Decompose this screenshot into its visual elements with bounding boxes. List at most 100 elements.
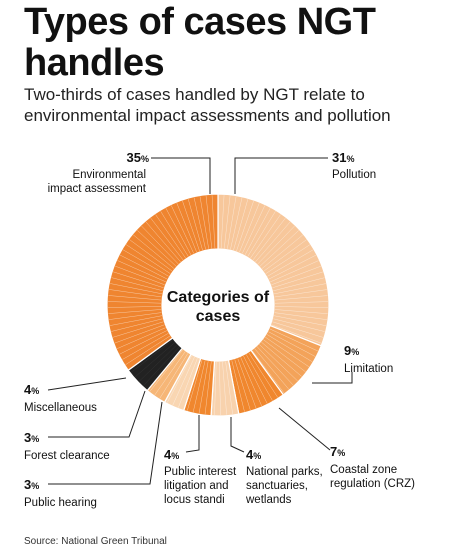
slice-texture-line — [273, 277, 325, 292]
slice-texture-line — [266, 334, 313, 362]
slice-texture-line — [119, 330, 168, 355]
slice-texture-line — [250, 214, 281, 259]
slice-texture-line — [246, 354, 273, 401]
leader-pollution — [234, 157, 328, 194]
slice-texture-line — [256, 346, 294, 386]
slice-texture-line — [125, 335, 171, 365]
slice-texture-line — [113, 271, 164, 289]
category-label-forest-clearance: Forest clearance — [24, 450, 110, 462]
leader-forest-clearance — [48, 390, 146, 438]
slice-texture-line — [211, 195, 216, 249]
slice-texture-line — [117, 260, 166, 283]
slice-texture-line — [137, 230, 177, 267]
slice-texture-line — [273, 283, 326, 295]
slice-texture-line — [225, 361, 233, 415]
slice-texture-line — [198, 361, 209, 414]
slice-texture-line — [265, 244, 311, 274]
slice-environmental-impact-assessment — [106, 193, 219, 372]
slice-texture-line — [259, 230, 299, 267]
value-label-miscellaneous: 4% — [24, 382, 39, 397]
slice-texture-line — [109, 289, 162, 298]
slice-texture-line — [159, 353, 189, 399]
slice-texture-line — [172, 356, 195, 406]
slice-texture-line — [269, 328, 318, 352]
slice-texture-line — [129, 239, 173, 272]
slice-texture-line — [261, 341, 302, 377]
slice-texture-line — [254, 348, 289, 390]
slice-texture-line — [108, 295, 162, 301]
slice-texture-line — [261, 234, 303, 269]
value-label-national-parks-sanctuaries-wetlands: 4% — [246, 447, 261, 462]
slice-texture-line — [233, 199, 249, 251]
slice-texture-line — [187, 359, 203, 411]
slice-texture-line — [220, 195, 225, 249]
slice-texture-line — [270, 260, 319, 283]
leader-public-interest-litigation-and-locus-standi — [185, 415, 200, 453]
slice-texture-line — [143, 346, 180, 386]
leader-public-hearing — [48, 401, 163, 485]
slice-texture-line — [263, 239, 307, 272]
slice-texture-line — [248, 352, 278, 398]
slice-texture-line — [271, 324, 322, 344]
slice-texture-line — [176, 202, 197, 253]
slice-texture-line — [257, 225, 295, 265]
slice-texture-line — [145, 221, 181, 263]
category-label-public-hearing: Public hearing — [24, 497, 97, 509]
slice-texture-line — [214, 361, 217, 415]
slice-texture-line — [274, 295, 328, 301]
slice-texture-line — [267, 249, 314, 277]
slice-labels: 31% Pollution 9% Limitation 7% Coastal zone re… — [24, 150, 415, 509]
slice-texture-line — [263, 339, 306, 372]
category-label-pollution: Pollution — [332, 169, 376, 181]
slice-texture-line — [274, 309, 328, 314]
value-label-forest-clearance: 3% — [24, 430, 39, 445]
slice-texture-line — [112, 321, 164, 338]
slice-texture-line — [273, 315, 327, 326]
slice-texture-line — [239, 202, 260, 253]
slice-texture-line — [108, 306, 162, 308]
slice-texture-line — [224, 195, 231, 249]
slice-texture-line — [111, 318, 163, 332]
slice-texture-line — [242, 205, 266, 254]
slice-texture-line — [243, 355, 268, 404]
slice-texture-line — [193, 197, 206, 250]
slice-texture-line — [149, 349, 183, 392]
category-label-miscellaneous: Miscellaneous — [24, 402, 97, 414]
slice-texture-line — [119, 254, 168, 280]
slice-texture-line — [130, 339, 174, 373]
slice-texture-line — [108, 309, 162, 314]
leader-coastal-zone-regulation-crz — [278, 407, 331, 451]
slice-texture-line — [247, 211, 276, 257]
category-label-public-interest-litigation-and-locus-standi: Public interest litigation and locus stand… — [164, 466, 237, 506]
slice-texture-line — [271, 265, 322, 286]
leader-environmental-impact-assessment — [151, 157, 211, 194]
slice-texture-line — [230, 197, 243, 250]
slice-texture-line — [167, 355, 192, 403]
slice-texture-line — [274, 312, 328, 320]
slice-texture-line — [234, 359, 251, 411]
slice-texture-line — [244, 208, 271, 255]
value-label-coastal-zone-regulation-crz: 7% — [330, 444, 345, 459]
category-label-national-parks-sanctuaries-wetlands: National parks, sanctuaries, wetlands — [245, 466, 323, 506]
slice-texture-line — [160, 211, 189, 257]
slice-texture-line — [252, 217, 286, 261]
slice-texture-line — [111, 277, 163, 292]
chart-title: Types of cases NGT handles — [24, 1, 376, 84]
slice-texture-line — [108, 312, 162, 320]
donut-slices — [106, 193, 330, 417]
value-label-public-interest-litigation-and-locus-standi: 4% — [164, 447, 179, 462]
source-note: Source: National Green Tribunal — [24, 536, 167, 547]
slice-texture-line — [219, 361, 221, 415]
category-label-environmental-impact-assessment: Environmental impact assessment — [48, 169, 147, 195]
slice-texture-line — [125, 244, 171, 274]
center-label: Categories of cases — [167, 289, 270, 325]
slice-texture-line — [116, 327, 166, 349]
slice-texture-line — [138, 344, 178, 382]
slice-texture-line — [155, 214, 186, 259]
value-label-environmental-impact-assessment: 35% — [127, 150, 149, 165]
leader-national-parks-sanctuaries-wetlands — [230, 417, 245, 453]
slice-texture-line — [252, 350, 285, 394]
slice-texture-line — [274, 289, 327, 298]
slice-texture-line — [259, 344, 298, 382]
slice-texture-line — [240, 357, 262, 407]
